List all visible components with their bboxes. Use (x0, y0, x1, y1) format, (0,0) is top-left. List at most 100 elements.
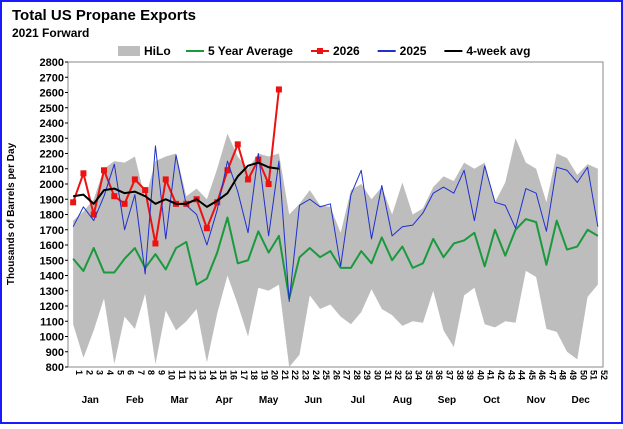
y-tick-label: 1500 (40, 255, 64, 267)
x-tick-label: 5 (115, 370, 125, 375)
x-tick-label: 6 (126, 370, 136, 375)
x-tick-label: 2 (84, 370, 94, 375)
month-label: Jun (304, 395, 322, 406)
y-tick-label: 800 (46, 362, 64, 374)
series-line (72, 161, 280, 208)
chart-subtitle: 2021 Forward (12, 26, 89, 40)
x-tick-label: 50 (578, 370, 588, 380)
x-tick-label: 17 (239, 370, 249, 380)
point (70, 199, 77, 206)
x-tick-label: 15 (218, 370, 228, 380)
x-tick-label: 44 (517, 370, 527, 380)
point (111, 193, 118, 200)
x-tick-label: 40 (475, 370, 485, 380)
x-tick-label: 1 (74, 370, 84, 375)
y-tick-label: 1400 (40, 271, 64, 283)
x-tick-label: 33 (403, 370, 413, 380)
month-label: May (259, 395, 279, 406)
legend-label: 5 Year Average (208, 44, 293, 58)
x-tick-label: 25 (321, 370, 331, 380)
x-tick-label: 19 (259, 370, 269, 380)
month-label: Sep (438, 395, 456, 406)
x-tick-label: 4 (105, 370, 115, 375)
x-tick-label: 43 (506, 370, 516, 380)
y-tick-label: 1100 (40, 316, 64, 328)
y-axis-label: Thousands of Barrels per Day (6, 142, 17, 285)
y-tick-label: 1900 (40, 194, 64, 206)
x-tick-label: 36 (434, 370, 444, 380)
y-tick-label: 900 (46, 347, 64, 359)
x-tick-label: 52 (599, 370, 609, 380)
y-tick-label: 2800 (40, 57, 64, 69)
point (80, 170, 87, 177)
y-tick-label: 1000 (40, 332, 64, 344)
legend-label: 2025 (400, 44, 427, 58)
x-tick-label: 8 (146, 370, 156, 375)
x-tick-label: 13 (198, 370, 208, 380)
y-tick-label: 1800 (40, 210, 64, 222)
x-tick-label: 21 (280, 370, 290, 380)
point (245, 176, 252, 183)
x-tick-label: 37 (445, 370, 455, 380)
point (275, 86, 282, 93)
point (90, 211, 97, 218)
x-tick-label: 47 (547, 370, 557, 380)
x-tick-label: 14 (208, 370, 218, 380)
x-tick-label: 18 (249, 370, 259, 380)
x-tick-label: 28 (352, 370, 362, 380)
x-tick-label: 45 (527, 370, 537, 380)
y-tick-label: 2000 (40, 179, 64, 191)
y-tick-label: 1300 (40, 286, 64, 298)
legend-label: 2026 (333, 44, 360, 58)
x-tick-label: 26 (331, 370, 341, 380)
x-tick-label: 30 (373, 370, 383, 380)
x-tick-label: 39 (465, 370, 475, 380)
x-tick-label: 20 (270, 370, 280, 380)
month-label: Apr (215, 395, 232, 406)
month-label: Nov (527, 395, 546, 406)
point (142, 187, 149, 194)
point (152, 240, 159, 247)
x-tick-label: 34 (414, 370, 424, 380)
x-tick-label: 12 (187, 370, 197, 380)
legend-swatch (118, 46, 140, 56)
x-tick-label: 32 (393, 370, 403, 380)
point (265, 181, 272, 187)
month-label: Mar (171, 395, 189, 406)
x-tick-label: 31 (383, 370, 393, 380)
month-label: Aug (393, 395, 412, 406)
point (214, 199, 221, 206)
hilo-band (73, 133, 598, 367)
x-tick-label: 16 (228, 370, 238, 380)
y-tick-label: 1600 (40, 240, 64, 252)
point (131, 176, 138, 183)
y-tick-label: 2100 (40, 164, 64, 176)
x-tick-label: 49 (568, 370, 578, 380)
month-label: Oct (483, 395, 500, 406)
point (121, 200, 128, 207)
x-tick-label: 24 (311, 370, 321, 380)
series-line (72, 216, 599, 300)
x-tick-label: 11 (177, 370, 187, 380)
point (234, 141, 241, 148)
point (255, 156, 262, 163)
month-label: Jan (82, 395, 99, 406)
y-tick-label: 2400 (40, 118, 64, 130)
x-tick-label: 41 (486, 370, 496, 380)
y-tick-label: 2700 (40, 72, 64, 84)
point (224, 167, 231, 174)
x-tick-label: 27 (342, 370, 352, 380)
legend-marker (316, 48, 323, 54)
point (203, 225, 210, 232)
x-tick-label: 29 (362, 370, 372, 380)
y-tick-label: 2600 (40, 88, 64, 100)
x-tick-label: 10 (167, 370, 177, 380)
legend-label: HiLo (144, 44, 171, 58)
x-tick-label: 22 (290, 370, 300, 380)
month-label: Dec (572, 395, 591, 406)
y-tick-label: 1700 (40, 225, 64, 237)
point (101, 167, 108, 174)
x-tick-label: 7 (136, 370, 146, 375)
